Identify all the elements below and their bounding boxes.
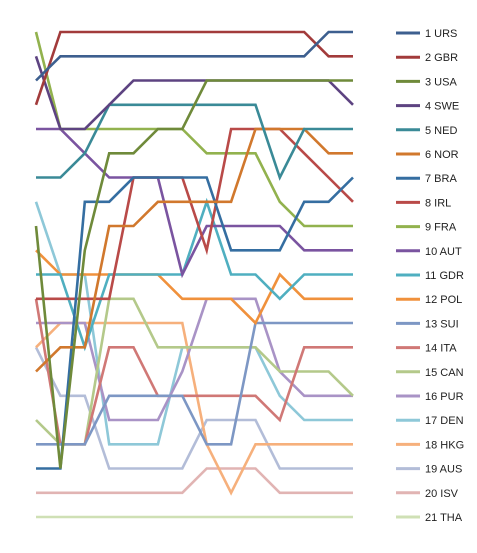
legend-label: 11 GDR <box>425 270 464 282</box>
legend-item-1-urs: 1 URS <box>396 28 457 40</box>
series-line-14-ita <box>34 298 353 446</box>
legend-label: 18 HKG <box>425 439 464 451</box>
legend-item-6-nor: 6 NOR <box>396 149 459 161</box>
series-line-16-pur <box>36 297 353 422</box>
legend-item-21-tha: 21 THA <box>396 512 463 524</box>
legend-item-15-can: 15 CAN <box>396 367 464 379</box>
series-line-3-usa <box>34 79 353 469</box>
series-line-12-pol <box>35 249 353 326</box>
legend-label: 2 GBR <box>425 52 458 64</box>
series-line-19-aus <box>34 346 353 470</box>
legend-label: 21 THA <box>425 512 463 524</box>
legend-item-10-aut: 10 AUT <box>396 246 462 258</box>
legend-item-11-gdr: 11 GDR <box>396 270 464 282</box>
legend-label: 19 AUS <box>425 464 462 476</box>
legend-item-14-ita: 14 ITA <box>396 343 457 355</box>
legend-item-9-fra: 9 FRA <box>396 222 457 234</box>
legend-item-13-sui: 13 SUI <box>396 318 459 330</box>
series-line-13-sui <box>36 321 353 446</box>
legend-label: 10 AUT <box>425 246 462 258</box>
series-line-8-irl <box>36 127 354 301</box>
legend-item-18-hkg: 18 HKG <box>396 439 464 451</box>
legend-item-3-usa: 3 USA <box>396 76 457 88</box>
legend-label: 16 PUR <box>425 391 464 403</box>
legend-label: 7 BRA <box>425 173 457 185</box>
series-line-15-can <box>35 297 354 446</box>
series-line-9-fra <box>34 31 353 228</box>
legend-label: 15 CAN <box>425 367 464 379</box>
legend-item-12-pol: 12 POL <box>396 294 462 306</box>
legend-label: 20 ISV <box>425 488 459 500</box>
legend-item-4-swe: 4 SWE <box>396 101 459 113</box>
legend-label: 5 NED <box>425 125 457 137</box>
legend-label: 8 IRL <box>425 197 451 209</box>
legend-label: 9 FRA <box>425 222 457 234</box>
series-line-4-swe <box>34 55 354 131</box>
legend-label: 17 DEN <box>425 415 464 427</box>
series-line-20-isv <box>36 467 353 495</box>
series-line-11-gdr <box>36 197 353 352</box>
series-line-2-gbr <box>34 30 353 106</box>
legend-item-7-bra: 7 BRA <box>396 173 457 185</box>
series-line-1-urs <box>35 30 353 82</box>
series-line-7-bra <box>36 176 354 470</box>
legend-label: 4 SWE <box>425 101 459 113</box>
legend-item-19-aus: 19 AUS <box>396 464 462 476</box>
legend-item-8-irl: 8 IRL <box>396 197 451 209</box>
legend-item-5-ned: 5 NED <box>396 125 457 137</box>
legend-item-20-isv: 20 ISV <box>396 488 459 500</box>
legend-label: 14 ITA <box>425 343 457 355</box>
legend-item-17-den: 17 DEN <box>396 415 464 427</box>
series-line-6-nor <box>35 127 353 373</box>
series-line-10-aut <box>36 127 353 279</box>
legend-label: 6 NOR <box>425 149 459 161</box>
legend-label: 1 URS <box>425 28 457 40</box>
legend-label: 3 USA <box>425 76 457 88</box>
legend-item-2-gbr: 2 GBR <box>396 52 458 64</box>
plot-area <box>34 30 354 519</box>
legend-item-16-pur: 16 PUR <box>396 391 464 403</box>
legend-label: 12 POL <box>425 294 462 306</box>
legend: 1 URS 2 GBR 3 USA 4 SWE 5 NED 6 NOR 7 BRA 8 IRL… <box>396 28 464 524</box>
legend-label: 13 SUI <box>425 318 459 330</box>
